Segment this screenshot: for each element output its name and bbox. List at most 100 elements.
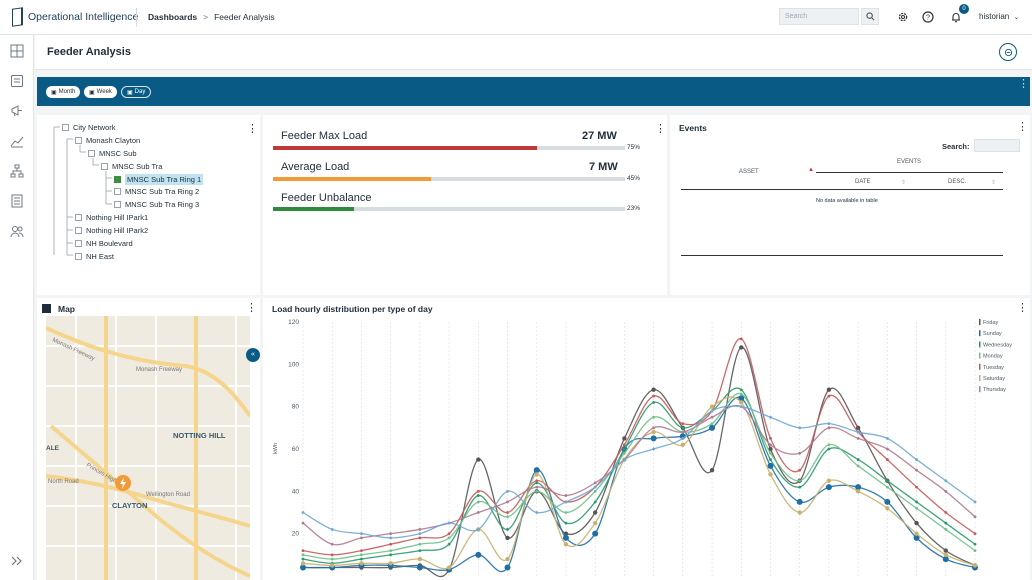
tree-menu-icon[interactable]: ⋮ [247,123,258,135]
y-tick-label: 40 [292,488,300,495]
settings-button[interactable] [896,10,910,24]
map-panel: Map ⋮ Monash Freeway Monash Freeway NOTT… [37,298,260,580]
data-point [855,425,861,431]
list-icon[interactable] [10,74,24,88]
help-button[interactable]: ? [921,10,935,24]
sort-asc-icon[interactable]: ▲ [808,167,814,173]
notifications-button[interactable] [949,10,963,24]
y-tick-label: 20 [292,531,300,538]
data-point [798,426,802,430]
map-icon [42,304,51,313]
data-point [535,485,539,489]
filter-menu-icon[interactable]: ⋮ [1018,78,1029,90]
data-point [534,472,539,477]
tree-checkbox[interactable] [75,227,82,234]
data-point [739,337,743,341]
events-search-input[interactable] [974,139,1020,152]
data-point [885,447,889,451]
data-point [768,472,773,477]
data-point [915,506,918,510]
tree-checkbox[interactable] [62,124,69,131]
tree-checkbox[interactable] [114,188,121,195]
legend-swatch [979,352,981,359]
tree-checkbox[interactable] [101,163,108,170]
data-point [622,436,627,441]
tree-checkbox[interactable] [114,201,121,208]
series-line-sunday-light [302,405,976,539]
data-point [476,500,480,504]
tree-node[interactable]: NH Boulevard [75,239,133,248]
hierarchy-icon[interactable] [10,164,24,178]
tree-checkbox[interactable] [75,240,82,247]
users-icon[interactable] [10,224,24,238]
header-divider [816,172,1003,173]
tree-node[interactable]: Monash Clayton [75,136,140,145]
report-icon[interactable] [10,194,24,208]
filter-month[interactable]: ▣ Month [46,86,81,98]
tree-node[interactable]: Nothing Hill IPark2 [75,226,148,235]
data-point [418,532,422,536]
tree-node-selected[interactable]: MNSC Sub Tra Ring 1 [114,174,204,185]
data-point [622,451,626,455]
app-logo[interactable]: Operational Intelligence [12,7,138,27]
page-title: Feeder Analysis [47,46,131,58]
events-menu-icon[interactable]: ⋮ [1017,121,1028,133]
tree-node[interactable]: City Network [62,123,116,132]
tree-checkbox[interactable] [75,253,82,260]
metrics-menu-icon[interactable]: ⋮ [655,123,666,135]
page-menu-button[interactable] [999,43,1017,61]
data-point [798,485,802,489]
map-menu-icon[interactable]: ⋮ [246,302,257,314]
filter-week[interactable]: ▣ Week [84,86,117,98]
data-point [710,422,714,425]
sort-icon[interactable]: ⇕ [901,180,907,186]
tree-node[interactable]: MNSC Sub Tra [101,162,162,171]
series-line-thursday [302,404,976,546]
megaphone-icon[interactable] [10,104,24,118]
expand-sidebar-icon[interactable] [10,554,24,568]
filter-day[interactable]: ▣ Day [121,86,152,98]
user-menu[interactable]: historian ⌄ [979,12,1019,21]
breadcrumb-root[interactable]: Dashboards [148,12,198,22]
data-point [505,535,510,541]
tree-node[interactable]: MNSC Sub [88,149,137,158]
data-point [681,426,685,430]
chart-menu-icon[interactable]: ⋮ [1017,302,1028,314]
legend-swatch [979,375,981,381]
col-date-header[interactable]: DATE [855,179,871,185]
data-point [506,528,509,531]
dashboard-icon[interactable] [10,44,24,58]
data-point [973,549,977,552]
col-asset-header[interactable]: ASSET [739,169,759,175]
map-label: NOTTING HILL [173,431,226,440]
tree-node[interactable]: Nothing Hill IPark1 [75,213,148,222]
data-point [681,437,685,440]
data-point [592,520,598,526]
tree-checkbox[interactable] [75,137,82,144]
load-chart-panel: Load hourly distribution per type of day… [263,298,1030,580]
tree-node[interactable]: MNSC Sub Tra Ring 3 [114,200,199,209]
breadcrumb-separator: > [203,12,209,22]
data-point [767,462,774,469]
search-button[interactable] [861,8,879,25]
legend-label: Friday [983,320,999,326]
col-desc-header[interactable]: DESC. [948,179,967,185]
tree-checkbox[interactable] [75,214,82,221]
y-tick-label: 100 [288,361,299,368]
data-point [681,422,685,425]
tree-node[interactable]: NH East [75,252,114,261]
data-point [651,429,656,435]
collapse-map-button[interactable]: « [246,348,260,362]
filter-month-label: Month [58,89,76,95]
sort-icon[interactable]: ⇕ [991,180,997,186]
map-canvas[interactable]: Monash Freeway Monash Freeway NOTTING HI… [46,316,250,580]
tree-checkbox[interactable] [88,150,95,157]
tree-node[interactable]: MNSC Sub Tra Ring 2 [114,187,199,196]
tree-checkbox-checked[interactable] [114,176,121,183]
data-point [300,561,306,566]
analytics-icon[interactable] [10,134,24,148]
data-point [915,458,918,461]
search-input[interactable]: Search [779,8,859,25]
sidebar [0,35,34,580]
legend-swatch [979,363,981,370]
